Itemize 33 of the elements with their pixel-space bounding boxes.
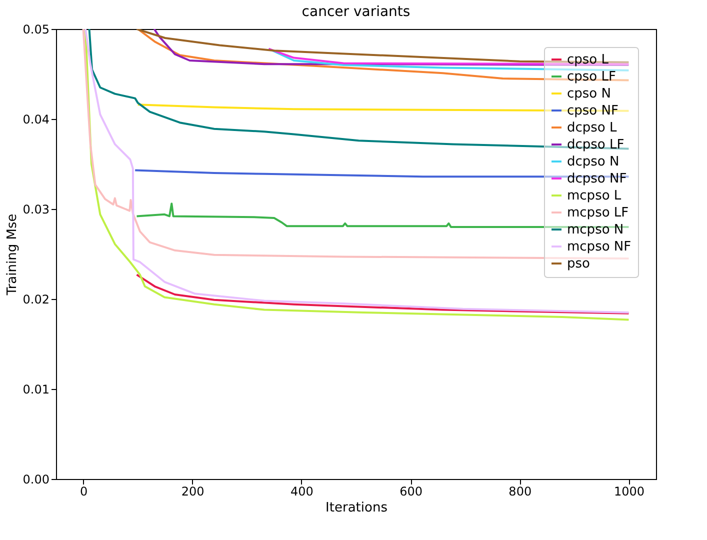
line-series (268, 48, 630, 66)
line-series (82, 29, 630, 260)
chart-title: cancer variants (302, 4, 410, 20)
x-tick-label: 200 (181, 484, 204, 498)
legend-label: cpso N (567, 86, 611, 102)
legend-label: cpso L (567, 52, 610, 68)
x-tick-label: 400 (290, 484, 314, 498)
line-series (136, 29, 630, 82)
y-tick-label: 0.02 (22, 292, 50, 306)
x-tick-label: 1000 (614, 484, 644, 498)
legend-label: mcpso N (567, 222, 624, 238)
x-tick-label: 800 (508, 484, 532, 498)
legend-label: cpso LF (567, 70, 616, 84)
legend-label: mcpso L (567, 188, 622, 204)
y-tick-label: 0.03 (22, 202, 50, 216)
legend-label: cpso NF (567, 104, 618, 118)
x-axis-title: Iterations (326, 500, 388, 516)
legend-label: mcpso LF (567, 206, 629, 220)
y-tick-label: 0.04 (22, 112, 50, 126)
legend-label: dcpso N (567, 154, 620, 170)
y-tick-label: 0.01 (22, 382, 50, 396)
x-tick-label: 600 (400, 484, 422, 498)
x-tick-label: 0 (80, 484, 88, 498)
legend-label: dcpso LF (567, 138, 624, 152)
legend-label: mcpso NF (567, 240, 632, 254)
y-tick-label: 0.00 (22, 472, 50, 486)
legend-label: dcpso L (567, 120, 618, 136)
legend-label: dcpso NF (567, 172, 627, 186)
y-axis-title: Training Mse (4, 214, 20, 296)
legend-label: pso (567, 256, 590, 272)
line-series (136, 274, 630, 314)
y-tick-label: 0.05 (22, 22, 50, 36)
line-series (88, 29, 630, 150)
